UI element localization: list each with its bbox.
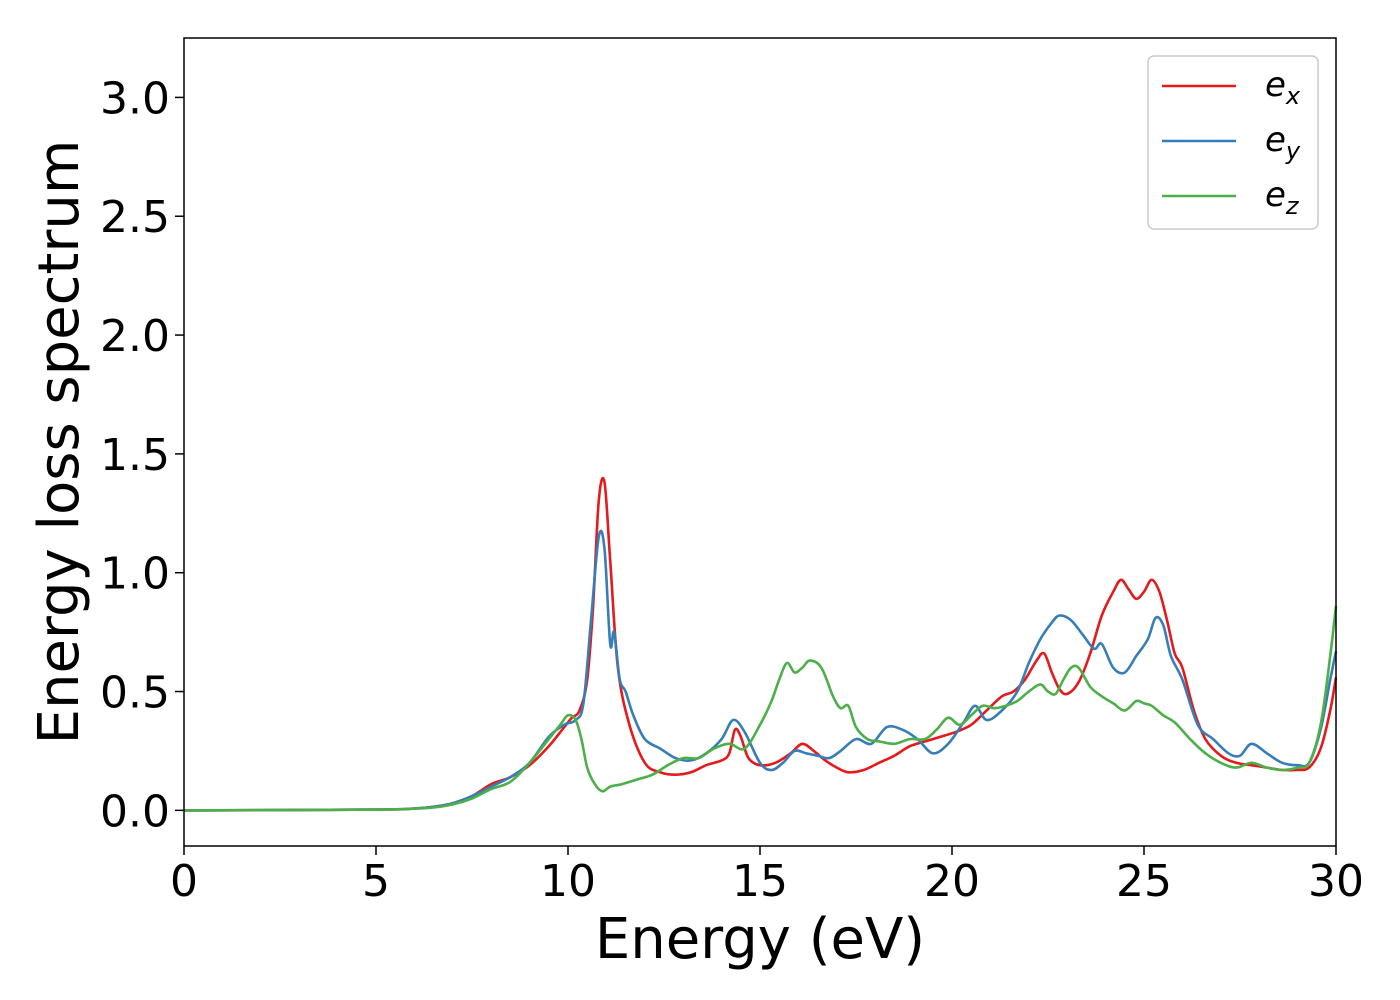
x-tick-label: 5 [362, 856, 390, 907]
series-line-e-z [183, 605, 1338, 812]
x-tick-label: 30 [1308, 856, 1364, 907]
x-tick-label: 25 [1116, 856, 1172, 907]
legend-label-e-z: ez [1265, 175, 1300, 220]
x-axis-ticks: 0 5 10 15 20 25 30 [170, 846, 1364, 907]
y-axis-ticks: 0.0 0.5 1.0 1.5 2.0 2.5 3.0 [100, 73, 184, 837]
series-layer [183, 476, 1338, 812]
y-tick-label: 0.0 [100, 786, 170, 837]
legend-box [1147, 55, 1319, 230]
legend-label-e-x: ex [1265, 65, 1301, 110]
y-tick-label: 2.0 [100, 311, 170, 362]
x-tick-label: 20 [924, 856, 980, 907]
y-axis-label: Energy loss spectrum [27, 140, 92, 745]
y-tick-label: 1.0 [100, 549, 170, 600]
series-line-e-y [183, 529, 1338, 812]
y-tick-label: 1.5 [100, 430, 170, 481]
x-tick-label: 0 [170, 856, 198, 907]
x-tick-label: 15 [732, 856, 788, 907]
legend-label-e-y: ey [1265, 120, 1301, 165]
legend: ex ey ez [1147, 55, 1319, 230]
y-tick-label: 3.0 [100, 73, 170, 124]
y-tick-label: 0.5 [100, 668, 170, 719]
x-axis-label: Energy (eV) [595, 907, 925, 972]
x-tick-label: 10 [540, 856, 596, 907]
y-tick-label: 2.5 [100, 192, 170, 243]
